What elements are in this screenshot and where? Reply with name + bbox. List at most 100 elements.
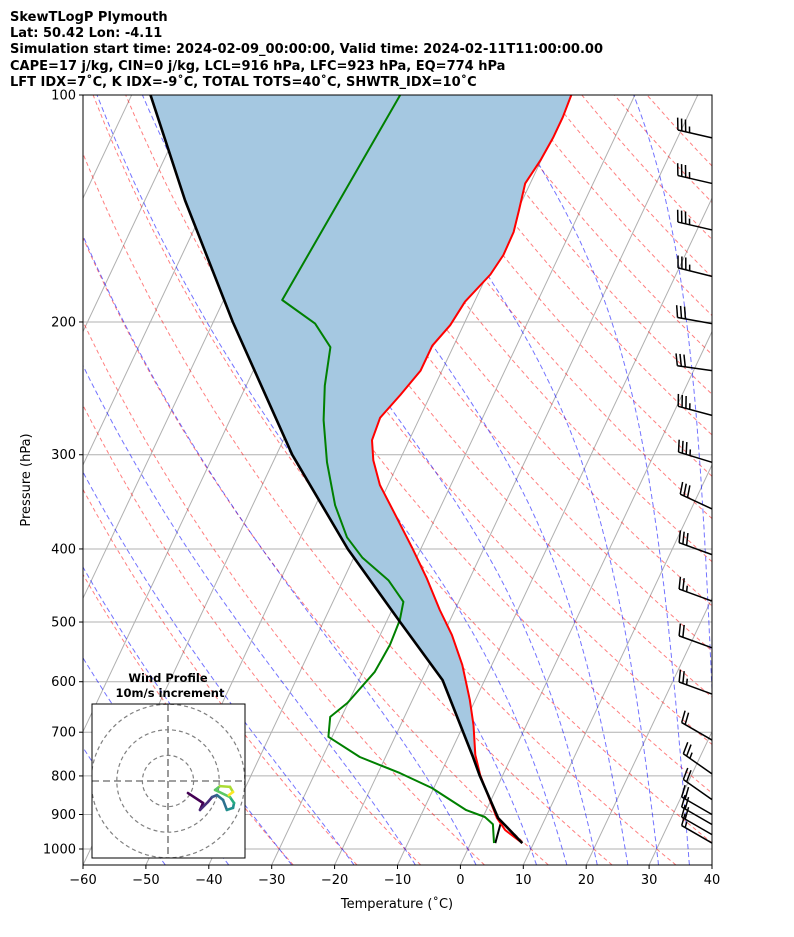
barb-shaft (677, 364, 713, 372)
barb-shaft (678, 451, 713, 464)
barb-full (680, 784, 686, 798)
hodograph-inset: Wind Profile 10m/s increment (91, 671, 246, 859)
isotherm-line (271, 95, 636, 865)
barb-full (675, 353, 679, 366)
barb-full (684, 807, 690, 820)
y-tick-label: 1000 (43, 843, 76, 858)
barb-full (683, 354, 687, 367)
y-tick-label: 200 (51, 315, 76, 330)
wind-barb (680, 813, 713, 844)
dry-adiabat-line (255, 95, 712, 652)
x-tick-label: 30 (641, 873, 658, 888)
barb-full (685, 744, 692, 757)
title-indices: LFT IDX=7˚C, K IDX=-9˚C, TOTAL TOTS=40˚C… (10, 74, 477, 90)
barb-full (685, 770, 692, 783)
temperature-line (371, 95, 573, 844)
isotherm-line (522, 463, 712, 865)
barb-full (681, 440, 684, 454)
parcel-dewpoint-line (494, 823, 502, 844)
barb-shaft (681, 721, 713, 741)
barb-full (679, 353, 683, 367)
barb-full (677, 439, 680, 453)
dry-adiabat-line (353, 95, 712, 520)
barb-full (678, 669, 682, 683)
isotherm-line (83, 95, 196, 333)
barb-shaft (677, 129, 713, 139)
barb-half (689, 752, 693, 759)
y-tick-label: 300 (51, 448, 76, 463)
x-tick-label: 20 (578, 873, 595, 888)
barb-full (680, 794, 686, 808)
wind-barb (680, 805, 713, 836)
x-tick-label: 40 (704, 873, 721, 888)
barb-full (679, 481, 684, 495)
y-tick-label: 600 (51, 675, 76, 690)
hodograph-segment (215, 793, 225, 802)
barb-full (686, 485, 691, 498)
y-tick-label: 900 (51, 808, 76, 823)
barb-shaft (682, 778, 713, 801)
barb-shaft (677, 221, 713, 231)
barb-shaft (681, 824, 713, 844)
isotherm-line (0, 95, 69, 865)
barb-shaft (677, 267, 713, 278)
barb-half (684, 821, 688, 828)
wind-barb (675, 353, 713, 372)
wind-barb (677, 393, 713, 417)
barb-full (682, 531, 685, 545)
x-axis-label: Temperature (˚C) (340, 896, 453, 912)
barb-full (682, 741, 689, 755)
moist-adiabat-line (141, 95, 568, 865)
barb-shaft (677, 174, 713, 185)
barb-shaft (678, 588, 713, 602)
title-station: SkewTLogP Plymouth (10, 10, 168, 25)
dry-adiabat-line (83, 488, 358, 865)
barb-half (685, 678, 689, 685)
barb-full (682, 624, 685, 638)
isotherm-line (585, 597, 712, 865)
y-tick-label: 100 (51, 89, 76, 104)
wind-barbs (675, 117, 713, 844)
isotherm-line (711, 863, 712, 865)
dry-adiabat-line (83, 236, 549, 865)
barb-full (682, 767, 689, 780)
barb-full (685, 442, 688, 455)
title-cape: CAPE=17 j/kg, CIN=0 j/kg, LCL=916 hPa, L… (10, 59, 505, 74)
barb-full (685, 533, 689, 546)
moist-adiabat-line (734, 95, 752, 865)
dry-adiabat-line (83, 320, 485, 865)
barb-full (678, 623, 682, 636)
x-tick-label: 10 (515, 873, 532, 888)
hodograph-subtitle: 10m/s increment (116, 686, 225, 700)
wind-barb (682, 767, 713, 801)
moist-adiabat-line (83, 470, 355, 865)
barb-shaft (678, 635, 713, 649)
wind-barb (677, 439, 713, 464)
moist-adiabat-line (83, 234, 477, 865)
dry-adiabat-line (288, 95, 712, 607)
y-axis-label: Pressure (hPa) (19, 433, 34, 526)
profiles (149, 95, 573, 845)
hodograph-segment (221, 798, 229, 812)
barb-shaft (679, 493, 713, 510)
wind-barb (676, 117, 713, 139)
chart-title: SkewTLogP Plymouth Lat: 50.42 Lon: -4.11… (10, 10, 603, 90)
wind-barb (678, 530, 713, 556)
barb-full (683, 306, 687, 319)
barb-shaft (678, 681, 713, 695)
barb-full (682, 578, 685, 591)
x-tick-label: −20 (321, 873, 348, 888)
barb-full (684, 796, 690, 810)
x-tick-label: −10 (384, 873, 411, 888)
barb-half (685, 585, 689, 592)
hodograph-segment (218, 784, 232, 789)
isotherm-line (0, 95, 6, 865)
x-tick-label: 0 (456, 873, 464, 888)
y-tick-label: 400 (51, 542, 76, 557)
barb-full (680, 813, 686, 826)
dry-adiabat-line (83, 573, 294, 865)
barb-full (682, 671, 685, 684)
barb-full (675, 305, 679, 318)
dry-adiabat-line (83, 404, 422, 865)
